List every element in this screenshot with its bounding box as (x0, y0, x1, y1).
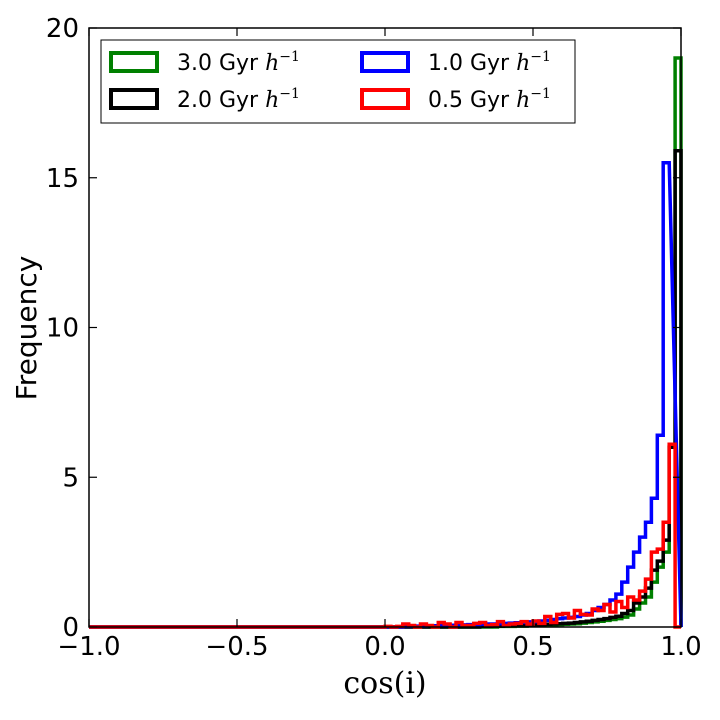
x-tick-label: −1.0 (57, 632, 120, 662)
y-tick-label: 0 (62, 613, 79, 643)
legend-swatch (360, 51, 410, 73)
y-tick-label: 20 (46, 14, 79, 44)
legend-swatch (109, 51, 159, 73)
legend-entry: 0.5 Gyr h−1 (360, 86, 551, 113)
x-tick-label: −0.5 (205, 632, 268, 662)
legend: 3.0 Gyr h−1 1.0 Gyr h−12.0 Gyr h−1 0.5 Gyr… (100, 39, 576, 124)
legend-swatch (360, 88, 410, 110)
x-tick-label: 0.0 (364, 632, 405, 662)
series-layer (89, 56, 683, 629)
x-tick-label: 0.5 (512, 632, 553, 662)
histogram-series-0 (89, 56, 683, 629)
y-tick-label: 15 (46, 164, 79, 194)
y-tick-label: 10 (46, 314, 79, 344)
histogram-series-2 (89, 161, 683, 629)
x-axis-title: cos(i) (343, 666, 426, 701)
legend-label: 0.5 Gyr h−1 (428, 86, 551, 113)
histogram-series-1 (89, 149, 683, 629)
y-tick-label: 5 (62, 463, 79, 493)
x-tick-label: 1.0 (660, 632, 701, 662)
y-axis-title: Frequency (10, 256, 43, 401)
histogram-series-3 (89, 442, 681, 629)
legend-swatch (109, 88, 159, 110)
legend-box (100, 39, 576, 124)
ticks-layer: −1.0 −0.5 0.0 0.5 1.0 0 5 10 15 20 (46, 14, 702, 662)
